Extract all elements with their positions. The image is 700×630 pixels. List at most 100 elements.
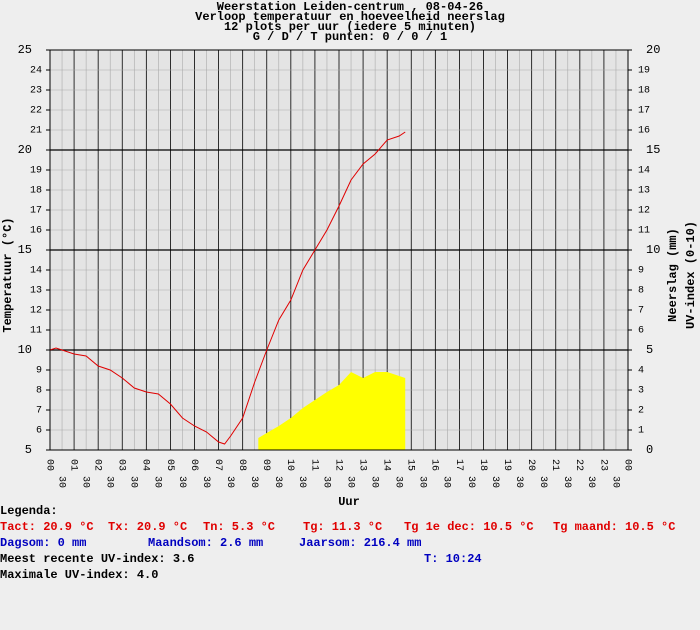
y2-tick-label: 8: [638, 286, 644, 297]
x-tick-label: 23: [597, 459, 608, 471]
y-tick-label: 24: [30, 66, 42, 77]
title-line: 12 plots per uur (iedere 5 minuten): [224, 20, 476, 34]
x-tick-label: 17: [453, 459, 464, 471]
y-tick-label: 20: [18, 143, 32, 157]
y2-tick-label: 20: [646, 43, 660, 57]
x-tick-label: 30: [368, 476, 379, 488]
x-tick-label: 16: [429, 459, 440, 471]
y-tick-label: 6: [36, 426, 42, 437]
x-tick-label: 00: [621, 459, 632, 471]
plot-area: 0030013002300330043005300630073008300930…: [18, 43, 661, 488]
y-tick-label: 21: [30, 126, 42, 137]
y-axis-label: Temperatuur (°C): [1, 217, 15, 332]
x-tick-label: 19: [501, 459, 512, 471]
y2-tick-label: 16: [638, 126, 650, 137]
x-tick-label: 30: [320, 476, 331, 488]
legend-item: Maximale UV-index: 4.0: [0, 568, 158, 582]
x-tick-label: 22: [573, 459, 584, 471]
x-tick-label: 21: [549, 459, 560, 471]
x-tick-label: 10: [284, 459, 295, 471]
x-tick-label: 30: [272, 476, 283, 488]
legend-title: Legenda:: [0, 504, 58, 518]
y-tick-label: 22: [30, 106, 42, 117]
x-tick-label: 30: [79, 476, 90, 488]
y2-tick-label: 7: [638, 306, 644, 317]
legend-item: Tg: 11.3 °C: [303, 520, 382, 534]
x-tick-label: 30: [417, 476, 428, 488]
y-tick-label: 18: [30, 186, 42, 197]
legend-item: Tx: 20.9 °C: [108, 520, 187, 534]
y2-tick-label: 13: [638, 186, 650, 197]
y-tick-label: 19: [30, 166, 42, 177]
x-tick-label: 30: [344, 476, 355, 488]
y2-tick-label: 17: [638, 106, 650, 117]
y-tick-label: 12: [30, 306, 42, 317]
x-tick-label: 30: [585, 476, 596, 488]
legend-item: Jaarsom: 216.4 mm: [299, 536, 421, 550]
y-tick-label: 8: [36, 386, 42, 397]
y2-tick-label: 10: [646, 243, 660, 257]
y-tick-label: 14: [30, 266, 42, 277]
y2-tick-label: 12: [638, 206, 650, 217]
x-axis-label: Uur: [338, 495, 360, 509]
x-tick-label: 04: [140, 459, 151, 471]
legend-item: Tg maand: 10.5 °C: [553, 520, 675, 534]
y-tick-label: 15: [18, 243, 32, 257]
y2-tick-label: 2: [638, 406, 644, 417]
legend-item: Meest recente UV-index: 3.6: [0, 552, 194, 566]
title-line: G / D / T punten: 0 / 0 / 1: [253, 30, 447, 44]
x-tick-label: 30: [55, 476, 66, 488]
plot-frame: [49, 49, 629, 451]
x-tick-label: 03: [116, 459, 127, 471]
y-tick-label: 17: [30, 206, 42, 217]
x-tick-label: 30: [393, 476, 404, 488]
x-tick-label: 30: [248, 476, 259, 488]
legend-item: T: 10:24: [424, 552, 482, 566]
y2-tick-label: 3: [638, 386, 644, 397]
x-tick-label: 06: [188, 459, 199, 471]
y2-tick-label: 9: [638, 266, 644, 277]
title-line: Verloop temperatuur en hoeveelheid neers…: [195, 10, 505, 24]
y-tick-label: 7: [36, 406, 42, 417]
x-tick-label: 14: [381, 459, 392, 471]
x-tick-label: 30: [296, 476, 307, 488]
uv-area: [258, 372, 406, 450]
legend-item: Tg 1e dec: 10.5 °C: [404, 520, 534, 534]
x-tick-label: 30: [489, 476, 500, 488]
x-tick-label: 07: [212, 459, 223, 471]
x-tick-label: 12: [332, 459, 343, 471]
x-tick-label: 30: [441, 476, 452, 488]
x-tick-label: 05: [164, 459, 175, 471]
x-tick-label: 01: [67, 459, 78, 471]
y-tick-label: 23: [30, 86, 42, 97]
x-tick-label: 30: [128, 476, 139, 488]
y2-tick-label: 6: [638, 326, 644, 337]
y2-tick-label: 4: [638, 366, 644, 377]
x-tick-label: 08: [236, 459, 247, 471]
y2-tick-label: 19: [638, 66, 650, 77]
x-tick-label: 00: [43, 459, 54, 471]
x-tick-label: 30: [176, 476, 187, 488]
y2-tick-label: 15: [646, 143, 660, 157]
y-tick-label: 9: [36, 366, 42, 377]
x-tick-label: 30: [104, 476, 115, 488]
y2-axis-label: UV-index (0-10): [684, 221, 698, 329]
y2-axis-label: Neerslag (mm): [666, 228, 680, 322]
x-tick-label: 30: [200, 476, 211, 488]
x-tick-label: 15: [405, 459, 416, 471]
y2-tick-label: 11: [638, 226, 650, 237]
x-tick-label: 02: [92, 459, 103, 471]
y2-tick-label: 18: [638, 86, 650, 97]
x-tick-label: 30: [152, 476, 163, 488]
title-line: Weerstation Leiden-centrum , 08-04-26: [217, 0, 483, 14]
y2-tick-label: 5: [646, 343, 653, 357]
temperature-line: [49, 131, 406, 445]
x-tick-label: 30: [561, 476, 572, 488]
legend-item: Tn: 5.3 °C: [203, 520, 275, 534]
y-tick-label: 10: [18, 343, 32, 357]
x-tick-label: 30: [465, 476, 476, 488]
y-tick-label: 25: [18, 43, 32, 57]
y2-tick-label: 1: [638, 426, 644, 437]
x-tick-label: 13: [356, 459, 367, 471]
